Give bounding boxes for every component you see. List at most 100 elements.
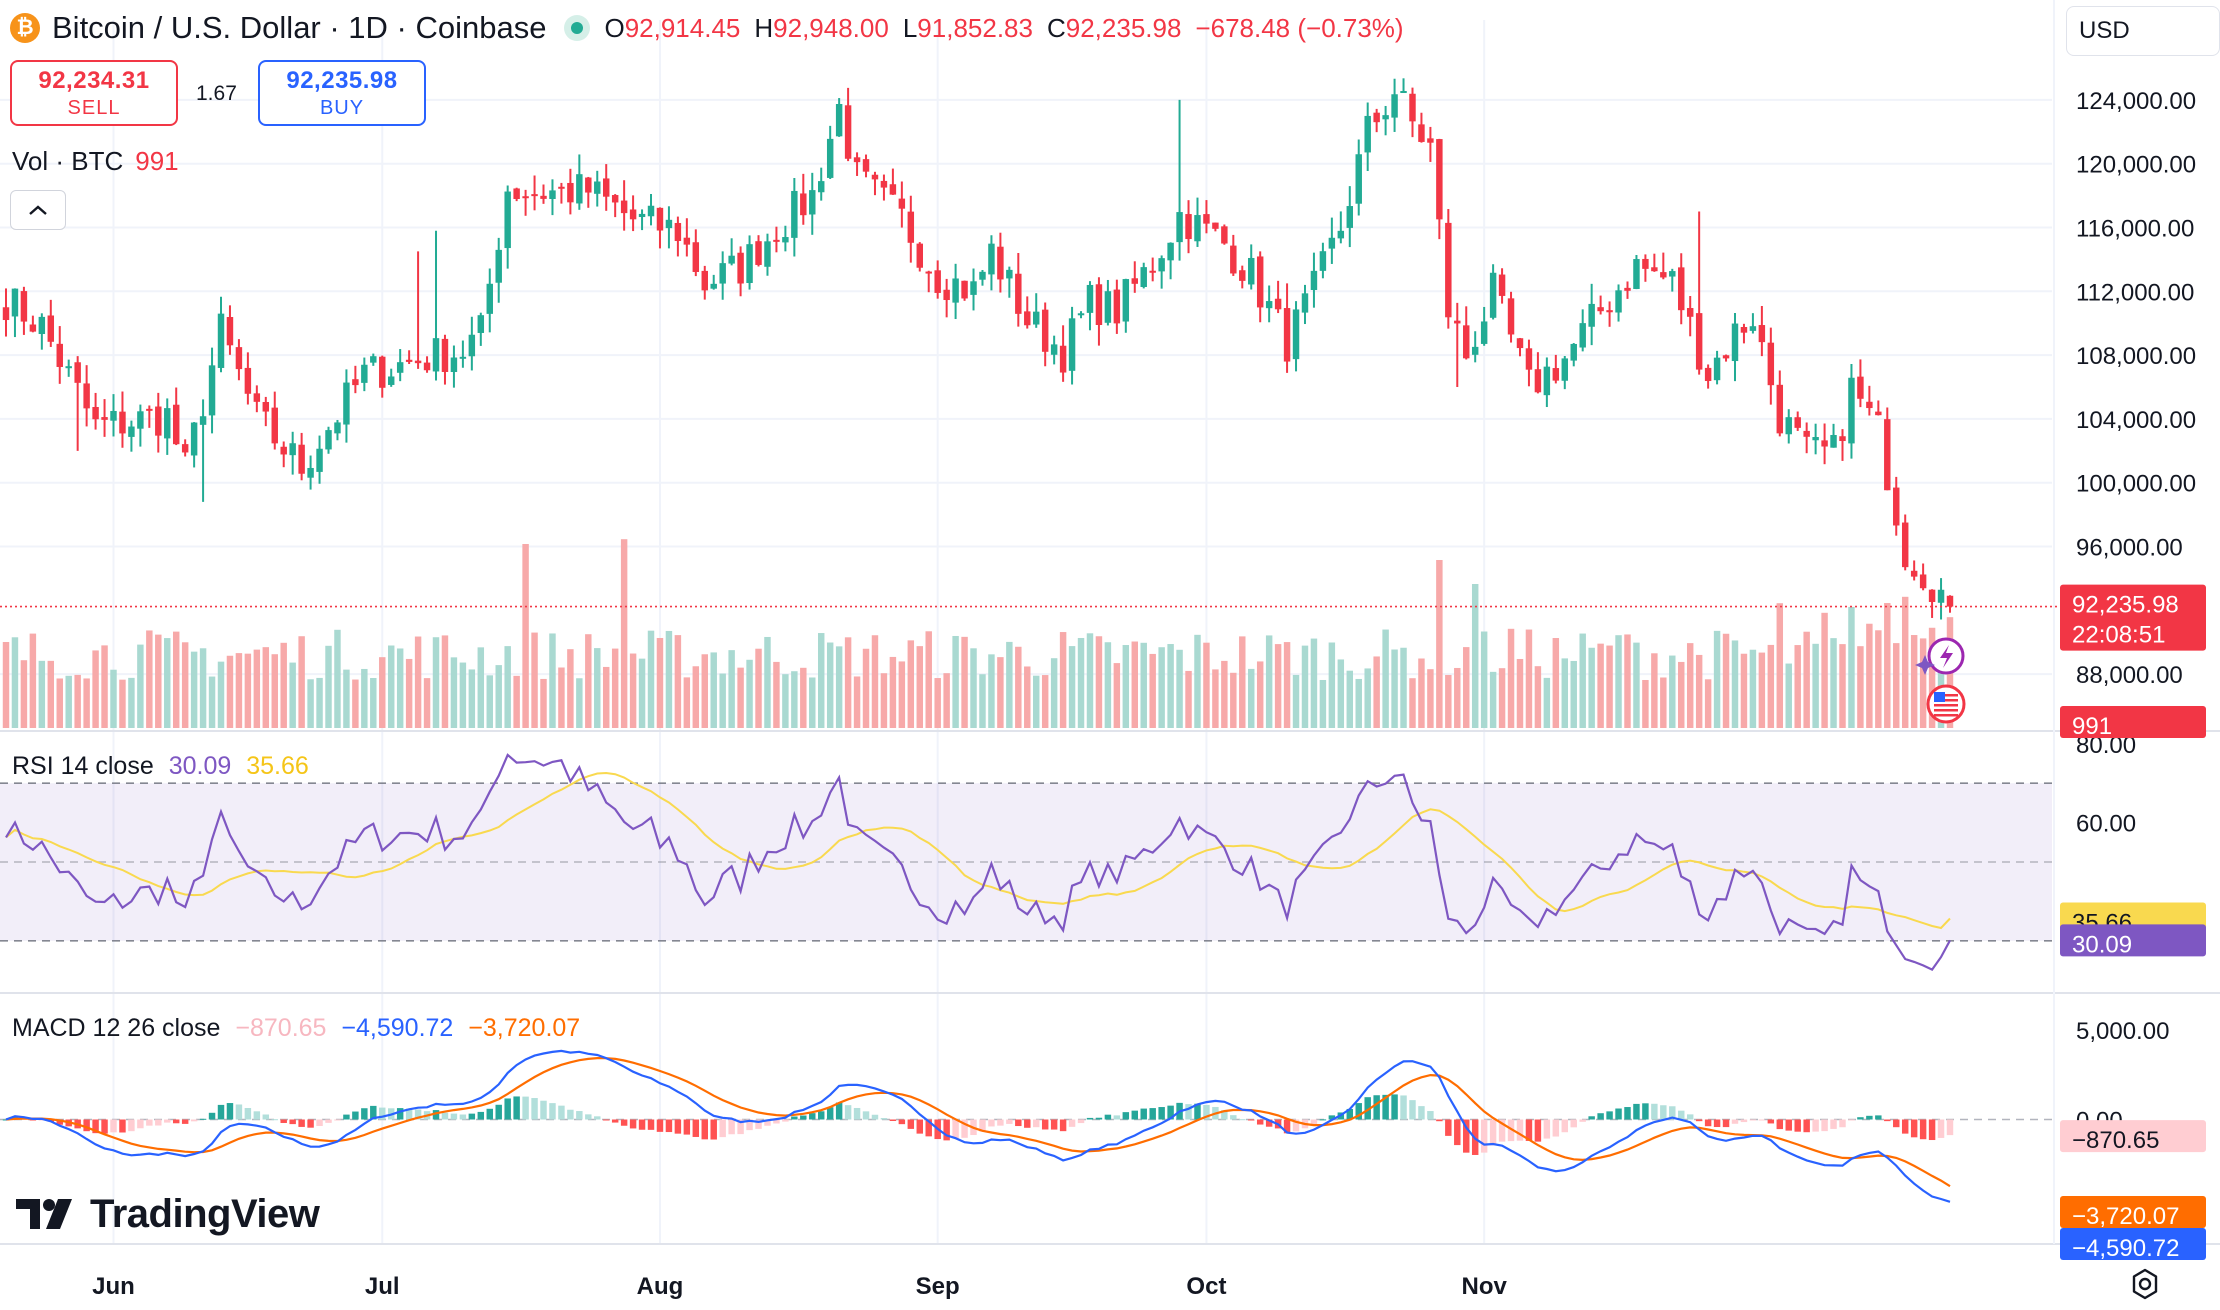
- macd-histogram-bar: [898, 1119, 906, 1125]
- macd-histogram-bar: [674, 1119, 682, 1134]
- candle-body: [289, 443, 296, 456]
- volume-badge-bg: [2060, 706, 2206, 738]
- candle-body: [1758, 325, 1766, 343]
- volume-bar: [576, 678, 583, 728]
- volume-bar: [1669, 655, 1676, 728]
- rsi-value: 30.09: [168, 752, 232, 780]
- buy-price: 92,235.98: [286, 66, 398, 94]
- candle: [1006, 266, 1013, 298]
- candle-body: [1884, 419, 1891, 491]
- volume-bar: [1463, 647, 1470, 728]
- macd-histogram-bar: [2, 1119, 10, 1121]
- macd-histogram-bar: [1830, 1119, 1837, 1129]
- currency-selector[interactable]: USD: [2066, 6, 2220, 56]
- candle: [1095, 277, 1103, 346]
- volume-bar: [907, 640, 915, 728]
- volume-bar: [1525, 629, 1533, 728]
- volume-bar: [47, 660, 55, 728]
- macd-histogram-bar: [737, 1119, 744, 1135]
- volume-bar: [1731, 640, 1739, 728]
- symbol-title[interactable]: Bitcoin / U.S. Dollar · 1D · Coinbase: [52, 10, 547, 45]
- candle: [334, 419, 341, 441]
- macd-histogram-bar: [1534, 1119, 1542, 1142]
- candle: [1686, 296, 1694, 337]
- candle-body: [298, 444, 305, 474]
- candle: [1704, 364, 1712, 389]
- sell-button[interactable]: 92,234.31 SELL: [10, 60, 178, 126]
- candle: [970, 268, 977, 311]
- macd-badge-bg: [2060, 1228, 2206, 1260]
- collapse-legend-button[interactable]: [10, 190, 66, 230]
- candle-body: [1946, 595, 1954, 607]
- candle: [1901, 514, 1909, 571]
- candle-body: [1669, 271, 1676, 277]
- volume-bar: [1050, 658, 1058, 728]
- candle: [1436, 138, 1443, 240]
- bitcoin-icon[interactable]: ₿: [10, 13, 40, 43]
- candle-body: [1937, 589, 1945, 603]
- macd-histogram-bar: [1686, 1114, 1694, 1120]
- candle-body: [20, 291, 28, 322]
- macd-histogram-bar: [818, 1111, 825, 1120]
- volume-bar: [647, 630, 655, 728]
- macd-histogram-bar: [468, 1113, 476, 1120]
- volume-bar: [1418, 658, 1425, 728]
- volume-bar: [522, 544, 529, 728]
- macd-histogram-bar: [1919, 1119, 1927, 1140]
- candle-body: [1552, 368, 1560, 381]
- volume-bar: [683, 677, 691, 728]
- volume-bar: [826, 642, 834, 728]
- buy-button[interactable]: 92,235.98 BUY: [258, 60, 426, 126]
- candle: [128, 420, 135, 452]
- macd-histogram-bar: [638, 1119, 646, 1130]
- candle-body: [47, 315, 55, 342]
- macd-histogram-bar: [1122, 1112, 1130, 1120]
- candle: [253, 385, 261, 413]
- macd-histogram-bar: [1292, 1119, 1300, 1132]
- candle-body: [1704, 367, 1712, 382]
- candle-body: [1445, 222, 1452, 318]
- macd-histogram-bar: [92, 1119, 99, 1134]
- candle: [567, 168, 574, 215]
- time-tick-label: Aug: [637, 1273, 684, 1300]
- candle: [208, 347, 216, 434]
- candle-body: [674, 222, 682, 242]
- macd-line: [5, 1049, 1951, 1203]
- candle: [764, 233, 771, 276]
- candle: [1373, 108, 1380, 133]
- macd-histogram-bar: [1015, 1119, 1022, 1127]
- candle-body: [997, 246, 1004, 280]
- volume-bar: [1857, 646, 1864, 728]
- gear-icon[interactable]: [2127, 1266, 2163, 1302]
- tradingview-logo[interactable]: TradingView: [16, 1190, 320, 1238]
- macd-histogram-bar: [262, 1114, 270, 1120]
- flag-stripe: [1934, 694, 1958, 697]
- rsi-legend[interactable]: RSI 14 close 30.09 35.66: [12, 752, 309, 781]
- macd-histogram-bar: [1041, 1119, 1049, 1130]
- macd-histogram-bar: [683, 1119, 691, 1135]
- candle: [244, 352, 252, 405]
- candle-body: [746, 244, 753, 284]
- volume-legend[interactable]: Vol · BTC 991: [12, 146, 179, 177]
- candle-body: [710, 283, 717, 289]
- macd-histogram-bar: [1606, 1111, 1613, 1120]
- macd-histogram-bar: [1946, 1119, 1954, 1136]
- volume-bar: [620, 539, 628, 728]
- candle-body: [164, 408, 171, 439]
- volume-bar: [880, 673, 888, 728]
- candle-body: [602, 178, 610, 197]
- macd-histogram-bar: [1812, 1119, 1819, 1132]
- candle: [835, 98, 843, 137]
- candle-body: [889, 184, 897, 195]
- macd-legend[interactable]: MACD 12 26 close −870.65 −4,590.72 −3,72…: [12, 1014, 580, 1043]
- candle: [307, 455, 314, 490]
- candle-body: [898, 198, 906, 209]
- volume-bar: [1516, 658, 1524, 728]
- volume-bar: [1767, 644, 1775, 728]
- candle-body: [1749, 326, 1757, 331]
- candle: [1221, 224, 1228, 245]
- macd-histogram-bar: [1319, 1119, 1327, 1121]
- flag-stripe: [1934, 704, 1958, 707]
- candle: [38, 313, 46, 350]
